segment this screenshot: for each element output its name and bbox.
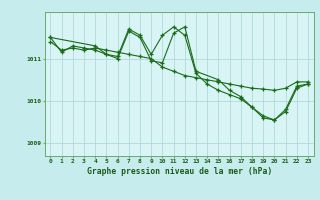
X-axis label: Graphe pression niveau de la mer (hPa): Graphe pression niveau de la mer (hPa) (87, 167, 272, 176)
